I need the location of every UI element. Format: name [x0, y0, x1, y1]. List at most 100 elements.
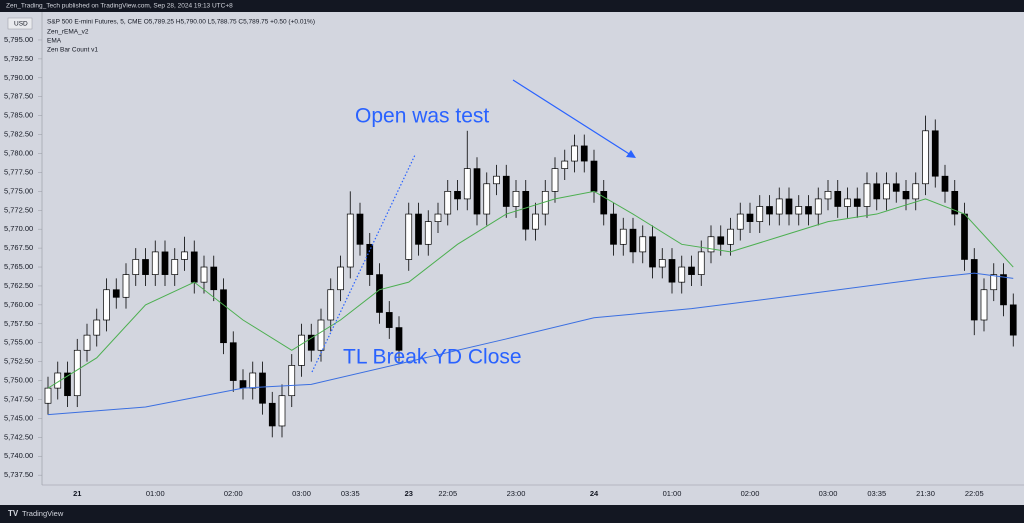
y-tick-label: 5,747.50	[4, 394, 33, 403]
candle-body	[73, 349, 81, 397]
candle-body	[766, 206, 773, 215]
x-tick-label: 02:00	[224, 489, 243, 498]
candle-body	[512, 190, 520, 207]
candle-body	[571, 145, 578, 162]
candle-body	[171, 259, 179, 275]
x-tick-label: 01:00	[663, 489, 682, 498]
arrow	[512, 79, 635, 158]
candle-body	[395, 327, 403, 351]
candle-body	[668, 259, 676, 283]
candle-body	[268, 402, 276, 427]
y-tick-label: 5,777.50	[4, 167, 33, 176]
candle-body	[736, 213, 744, 230]
indicator-legend: Zen_rEMA_v2	[47, 29, 89, 36]
x-tick-label: 22:05	[965, 489, 984, 498]
candle-body	[717, 236, 725, 245]
candle-body	[883, 183, 890, 200]
candle-body	[112, 289, 120, 298]
candle-body	[678, 266, 686, 283]
candle-body	[161, 251, 169, 275]
candle-body	[658, 259, 666, 268]
candle-body	[580, 145, 588, 162]
candle-body	[415, 213, 422, 245]
candle-body	[697, 251, 705, 275]
candle-body	[990, 274, 998, 291]
candle-body	[639, 236, 647, 253]
candle-body	[142, 259, 149, 275]
y-tick-label: 5,770.00	[4, 224, 33, 233]
y-tick-label: 5,742.50	[4, 432, 33, 441]
candle-body	[863, 183, 871, 207]
y-tick-label: 5,740.00	[4, 451, 33, 460]
candle-body	[912, 183, 920, 200]
published: Zen_Trading_Tech published on TradingVie…	[6, 3, 233, 10]
candle-body	[454, 190, 461, 200]
candle-body	[317, 319, 325, 351]
candle-body	[834, 190, 842, 207]
candle-body	[785, 198, 793, 215]
candle-body	[385, 312, 393, 328]
candle-body	[688, 266, 695, 275]
candle-body	[444, 190, 452, 215]
candle-body	[200, 266, 208, 283]
candle-body	[1009, 304, 1017, 336]
candle-body	[249, 372, 257, 389]
candle-body	[629, 228, 637, 253]
candle-body	[473, 168, 481, 215]
candle-body	[181, 251, 188, 260]
candle-body	[366, 243, 374, 275]
trend-line	[311, 154, 416, 373]
y-tick-label: 5,750.00	[4, 376, 33, 385]
chart-background	[0, 12, 1024, 505]
indicator-line	[47, 272, 1014, 416]
candle-body	[727, 228, 734, 245]
candle-body	[346, 213, 354, 268]
candle-body	[561, 160, 569, 169]
x-tick-label: 23	[405, 489, 413, 498]
plot: 5,737.50 5,740.00 5,742.50 5,745.00 5,747.50…	[4, 35, 1017, 498]
candle-body	[853, 198, 861, 207]
y-tick-label: 5,772.50	[4, 205, 33, 214]
candle-body	[970, 259, 978, 321]
y-tick-label: 5,767.50	[4, 243, 33, 252]
candle-body	[298, 334, 305, 366]
candle-body	[103, 289, 110, 321]
y-tick-label: 5,785.00	[4, 111, 33, 120]
candle-body	[980, 289, 988, 321]
arrow-head	[626, 150, 636, 158]
candle-body	[424, 221, 432, 245]
y-tick-label: 5,792.50	[4, 54, 33, 63]
candle-body	[190, 251, 198, 283]
indicator-legend: Zen Bar Count v1	[47, 47, 98, 54]
candle-body	[132, 259, 140, 275]
candle-body	[327, 289, 335, 321]
x-tick-label: 23:00	[507, 489, 526, 498]
candle-body	[493, 175, 500, 185]
x-tick-label: 03:00	[292, 489, 311, 498]
candle-body	[951, 190, 959, 215]
y-tick-label: 5,765.00	[4, 262, 33, 271]
candle-body	[931, 130, 939, 177]
x-tick-label: 21:30	[916, 489, 935, 498]
candle-body	[551, 168, 559, 192]
candle-body	[405, 213, 413, 260]
candle-body	[873, 183, 881, 200]
candle-body	[746, 213, 754, 222]
indicator-line	[47, 190, 1014, 389]
candle-body	[356, 213, 364, 245]
candle-body	[220, 289, 227, 344]
candle-body	[532, 213, 539, 230]
candle-body	[259, 372, 266, 404]
candle-body	[522, 190, 530, 230]
candle-body	[649, 236, 656, 268]
candle-body	[941, 175, 949, 192]
y-tick-label: 5,737.50	[4, 470, 33, 479]
candle-body	[376, 274, 383, 313]
currency-box[interactable]	[7, 17, 33, 30]
candle-body	[814, 198, 822, 215]
candle-body	[239, 380, 247, 389]
candle-body	[590, 160, 598, 192]
candle-body	[502, 175, 510, 207]
x-tick-label: 21	[73, 489, 81, 498]
